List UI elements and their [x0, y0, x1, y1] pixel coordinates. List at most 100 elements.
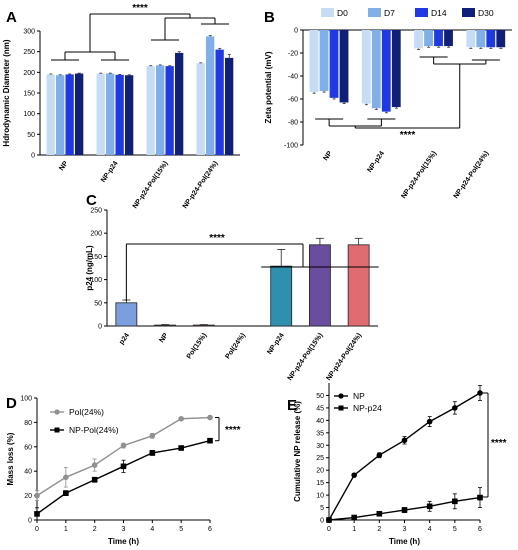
bar-np-p24-pol-24-d30 [496, 30, 506, 48]
data-point-np-pol-24 [91, 476, 98, 483]
bar-np-p24-pol-24-d0 [466, 30, 476, 48]
panel-A: A 0 50 100 150 200 250 300 Hdrodynamic Diameter … [2, 3, 240, 210]
bar-np-p24-d30 [391, 30, 401, 108]
y-tick-label: 40 [316, 418, 324, 425]
y-tick-label: -20 [288, 51, 298, 58]
legend-label: NP [353, 391, 365, 401]
bar-np-p24-d14 [115, 74, 124, 155]
significance-label: **** [225, 425, 241, 436]
series-line-pol-24 [36, 416, 211, 497]
panel-letter: A [6, 9, 17, 26]
legend-marker [338, 405, 344, 411]
panel-letter: D [6, 395, 17, 412]
x-tick-label: 5 [453, 526, 457, 533]
y-tick-label: 50 [27, 132, 35, 139]
data-point-np [351, 472, 357, 478]
legend-label: D30 [478, 8, 494, 18]
x-tick-label: NP-p24 [100, 160, 120, 184]
bar-np-d14 [65, 74, 74, 155]
y-tick-label: 25 [316, 455, 324, 462]
y-tick-label: 100 [90, 277, 102, 284]
legend-swatch-d30 [462, 8, 475, 17]
y-tick-label: 300 [23, 29, 35, 36]
y-axis-label: Mass loss (%) [6, 432, 15, 485]
y-tick-label: 150 [23, 91, 35, 98]
bar-np-p24-d0 [96, 73, 105, 155]
bar-np-p24-pol-24-d7 [476, 30, 486, 48]
y-tick-label: 200 [23, 70, 35, 77]
y-tick-label: 100 [23, 111, 35, 118]
data-point-np-pol-24 [149, 450, 156, 456]
y-tick-label: 20 [316, 468, 324, 475]
data-point-np-pol-24 [63, 490, 69, 496]
data-point-np [452, 405, 458, 411]
bar-np-d30 [339, 30, 349, 103]
x-axis-label: Time (h) [108, 537, 139, 546]
bar-np-d30 [75, 73, 84, 155]
legend-marker [54, 409, 60, 415]
bar-np-p24-d14 [381, 30, 391, 112]
x-tick-label: NP-p24-Pol(15%) [400, 150, 438, 200]
data-point-np [477, 390, 483, 396]
bar-np-p24-pol-15-d30 [175, 52, 184, 156]
bar-np-p24-pol-15-d30 [444, 30, 453, 47]
legend-label: NP-Pol(24%) [69, 425, 119, 435]
x-tick-label: 1 [64, 526, 68, 533]
y-tick-label: 150 [90, 254, 102, 261]
bar-np-p24-d30 [125, 75, 134, 155]
data-point-np-p24 [401, 507, 408, 513]
x-tick-label: NP-p24-Pol(24%) [182, 160, 220, 210]
y-tick-label: 5 [320, 505, 324, 512]
y-tick-label: 80 [24, 420, 32, 427]
legend-label: D0 [337, 8, 348, 18]
data-point-pol-24 [63, 474, 69, 481]
x-tick-label: NP-p24-Pol(24%) [453, 150, 491, 200]
x-tick-label: p24 [118, 332, 131, 346]
significance-label: **** [209, 233, 225, 244]
significance-label: **** [491, 438, 507, 449]
data-point-np [401, 437, 408, 444]
x-tick-label: NP-p24-Pol(15%) [287, 332, 325, 382]
data-point-np-p24 [477, 494, 483, 501]
y-tick-label: -100 [284, 143, 298, 150]
y-tick-label: 40 [24, 469, 32, 476]
bar-np-p24-pol-15-d7 [424, 30, 433, 47]
y-tick-label: 15 [316, 480, 324, 487]
bar-np-d0 [46, 74, 55, 155]
y-tick-label: 100 [20, 396, 32, 403]
data-point-np-pol-24 [120, 463, 127, 470]
bar-p24 [115, 302, 138, 327]
y-axis-label: Hdrodynamic Diameter (nm) [2, 39, 11, 146]
bar-np-p24-d7 [106, 73, 115, 155]
bar-np-p24-pol-15 [309, 244, 331, 327]
y-tick-label: 0 [31, 153, 35, 160]
bar-np-p24-pol-15-d7 [156, 65, 165, 155]
x-tick-label: NP-p24-Pol(24%) [325, 332, 363, 382]
bar-np [154, 324, 176, 327]
x-tick-label: 3 [122, 526, 126, 533]
x-tick-label: 4 [150, 526, 154, 533]
y-tick-label: 200 [90, 231, 102, 238]
x-tick-label: 0 [35, 526, 39, 533]
panel-C: C 0 50 100 150 200 250 p24 (ng/mL) p24 NP Pol(15%)… [85, 192, 379, 382]
bar-pol-15 [192, 324, 215, 327]
x-tick-label: 4 [428, 526, 432, 533]
x-tick-label: 3 [403, 526, 407, 533]
data-point-np-pol-24 [178, 445, 184, 451]
significance-label: **** [400, 130, 416, 141]
panel-D: D 0 20 40 60 80 100 0 1 2 3 4 5 6 Time (h) Mass loss (%… [6, 395, 241, 546]
x-tick-label: 6 [478, 526, 482, 533]
data-point-pol-24 [149, 433, 156, 439]
bar-np-p24-d0 [361, 30, 371, 104]
x-tick-label: 0 [327, 526, 331, 533]
bar-np-d14 [329, 30, 339, 98]
bar-np-p24-pol-15-d0 [146, 66, 155, 155]
bar-np-p24-pol-24 [347, 244, 370, 327]
bar-np-p24-d7 [371, 30, 381, 109]
x-tick-label: NP [58, 160, 70, 172]
legend-swatch-d0 [321, 8, 334, 17]
x-tick-label: 2 [93, 526, 97, 533]
panel-letter: B [264, 9, 275, 26]
